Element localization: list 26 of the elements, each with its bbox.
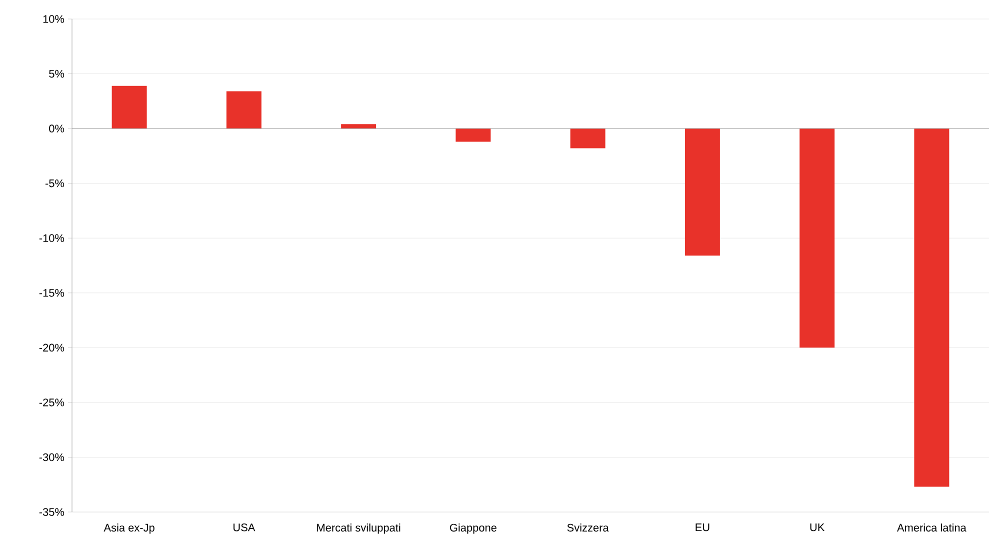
y-tick-label: -10%	[39, 234, 64, 242]
y-tick-label: 5%	[49, 70, 64, 78]
bar	[914, 128, 950, 487]
x-tick-label: UK	[810, 524, 825, 532]
x-tick-label: America latina	[896, 524, 966, 532]
bar	[800, 128, 835, 348]
bar	[570, 128, 606, 148]
x-tick-label: USA	[234, 524, 256, 532]
bar	[341, 124, 376, 129]
x-tick-label: Asia ex-Jp	[104, 524, 154, 534]
x-tick-label: Giappone	[450, 524, 496, 534]
y-tick-label: -5%	[45, 179, 64, 188]
x-tick-label: EU	[696, 524, 710, 532]
x-tick-label: Svizzera	[567, 524, 609, 532]
y-tick-label: -25%	[39, 398, 64, 406]
bar	[456, 128, 491, 142]
y-tick-label: -20%	[39, 344, 64, 352]
y-tick-label: -35%	[39, 508, 64, 516]
x-tick-label: Mercati sviluppati	[317, 524, 400, 534]
y-tick-label: -30%	[39, 453, 64, 462]
bar	[226, 91, 262, 129]
y-tick-label: 0%	[49, 124, 64, 132]
bar	[684, 128, 720, 256]
y-tick-label: -15%	[39, 289, 64, 297]
y-tick-label: 10%	[43, 15, 64, 23]
bar	[112, 86, 147, 129]
